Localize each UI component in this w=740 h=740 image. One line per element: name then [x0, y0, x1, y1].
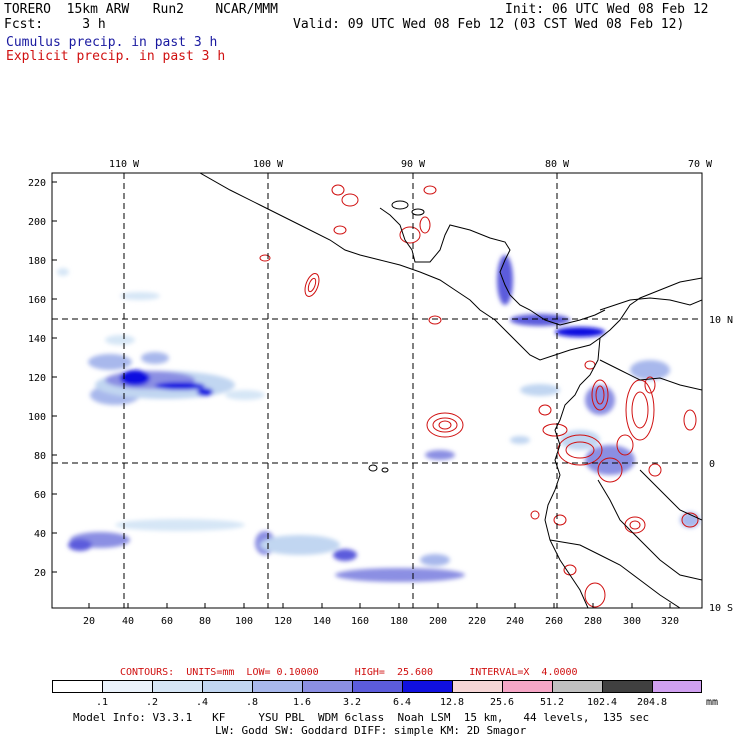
lat-label: 0	[709, 459, 715, 470]
x-tick: 240	[506, 616, 524, 627]
colorbar-cell	[202, 680, 253, 693]
colorbar-cell	[152, 680, 203, 693]
map-content	[52, 173, 702, 608]
colorbar-label: .1	[95, 697, 109, 708]
y-tick: 80	[34, 451, 46, 462]
y-tick: 180	[28, 256, 46, 267]
lat-lon-grid	[52, 173, 702, 608]
colorbar-cell	[502, 680, 553, 693]
x-tick: 20	[83, 616, 95, 627]
y-tick: 220	[28, 178, 46, 189]
lon-label: 90 W	[401, 159, 426, 170]
y-tick: 140	[28, 334, 46, 345]
contour-info: CONTOURS: UNITS=mm LOW= 0.10000 HIGH= 25…	[120, 667, 578, 678]
longitude-labels: 110 W 100 W 90 W 80 W 70 W	[109, 159, 713, 170]
colorbar-unit: mm	[705, 697, 719, 708]
colorbar-label: 204.8	[636, 697, 668, 708]
explicit-legend-label: Explicit precip. in past 3 h	[6, 49, 226, 64]
init-time: Init: 06 UTC Wed 08 Feb 12	[505, 2, 709, 17]
colorbar-label: 102.4	[586, 697, 618, 708]
lon-label: 100 W	[253, 159, 284, 170]
x-tick: 160	[351, 616, 369, 627]
colorbar-cell	[552, 680, 603, 693]
y-tick: 20	[34, 568, 46, 579]
x-tick: 200	[429, 616, 447, 627]
x-tick: 220	[468, 616, 486, 627]
colorbar-cell	[452, 680, 503, 693]
x-tick: 260	[545, 616, 563, 627]
cumulus-precip-field	[57, 255, 700, 582]
x-tick: 320	[661, 616, 679, 627]
explicit-precip-contours	[259, 184, 699, 608]
y-tick: 100	[28, 412, 46, 423]
colorbar-label: 12.8	[439, 697, 465, 708]
physics-info: LW: Godd SW: Goddard DIFF: simple KM: 2D…	[215, 724, 527, 737]
colorbar-cell	[352, 680, 403, 693]
colorbar-label: 1.6	[292, 697, 312, 708]
colorbar-cell	[602, 680, 653, 693]
colorbar-label: 25.6	[489, 697, 515, 708]
colorbar-cell	[252, 680, 303, 693]
lon-label: 80 W	[545, 159, 570, 170]
lon-label: 110 W	[109, 159, 140, 170]
forecast-hour: Fcst: 3 h	[4, 17, 106, 32]
x-tick: 120	[274, 616, 292, 627]
colorbar-label: .8	[245, 697, 259, 708]
lon-label: 70 W	[688, 159, 713, 170]
colorbar-cell	[302, 680, 353, 693]
colorbar-cell	[52, 680, 103, 693]
colorbar-cell	[102, 680, 153, 693]
coastlines	[199, 173, 702, 608]
x-axis-labels: 20 40 60 80 100 120 140 160 180 200 220 …	[83, 616, 679, 627]
y-tick: 40	[34, 529, 46, 540]
cumulus-legend-label: Cumulus precip. in past 3 h	[6, 35, 218, 50]
x-tick: 100	[235, 616, 253, 627]
y-tick: 160	[28, 295, 46, 306]
model-title: TORERO 15km ARW Run2 NCAR/MMM	[4, 2, 278, 17]
valid-time: Valid: 09 UTC Wed 08 Feb 12 (03 CST Wed …	[293, 17, 685, 32]
y-tick: 60	[34, 490, 46, 501]
lat-label: 10 N	[709, 315, 733, 326]
colorbar-cell	[402, 680, 453, 693]
x-tick: 280	[584, 616, 602, 627]
latitude-labels: 10 N 0 10 S	[709, 315, 733, 614]
colorbar-cell	[652, 680, 702, 693]
x-tick: 60	[161, 616, 173, 627]
tick-marks	[52, 181, 671, 608]
y-axis-labels: 220 200 180 160 140 120 100 80 60 40 20	[28, 178, 46, 579]
colorbar-label: 51.2	[539, 697, 565, 708]
x-tick: 40	[122, 616, 134, 627]
x-tick: 300	[623, 616, 641, 627]
x-tick: 80	[199, 616, 211, 627]
colorbar-label: 6.4	[392, 697, 412, 708]
colorbar-label: .2	[145, 697, 159, 708]
colorbar-label: 3.2	[342, 697, 362, 708]
model-info: Model Info: V3.3.1 KF YSU PBL WDM 6class…	[73, 711, 650, 724]
x-tick: 140	[313, 616, 331, 627]
y-tick: 120	[28, 373, 46, 384]
colorbar-label: .4	[195, 697, 209, 708]
y-tick: 200	[28, 217, 46, 228]
x-tick: 180	[390, 616, 408, 627]
lat-label: 10 S	[709, 603, 733, 614]
